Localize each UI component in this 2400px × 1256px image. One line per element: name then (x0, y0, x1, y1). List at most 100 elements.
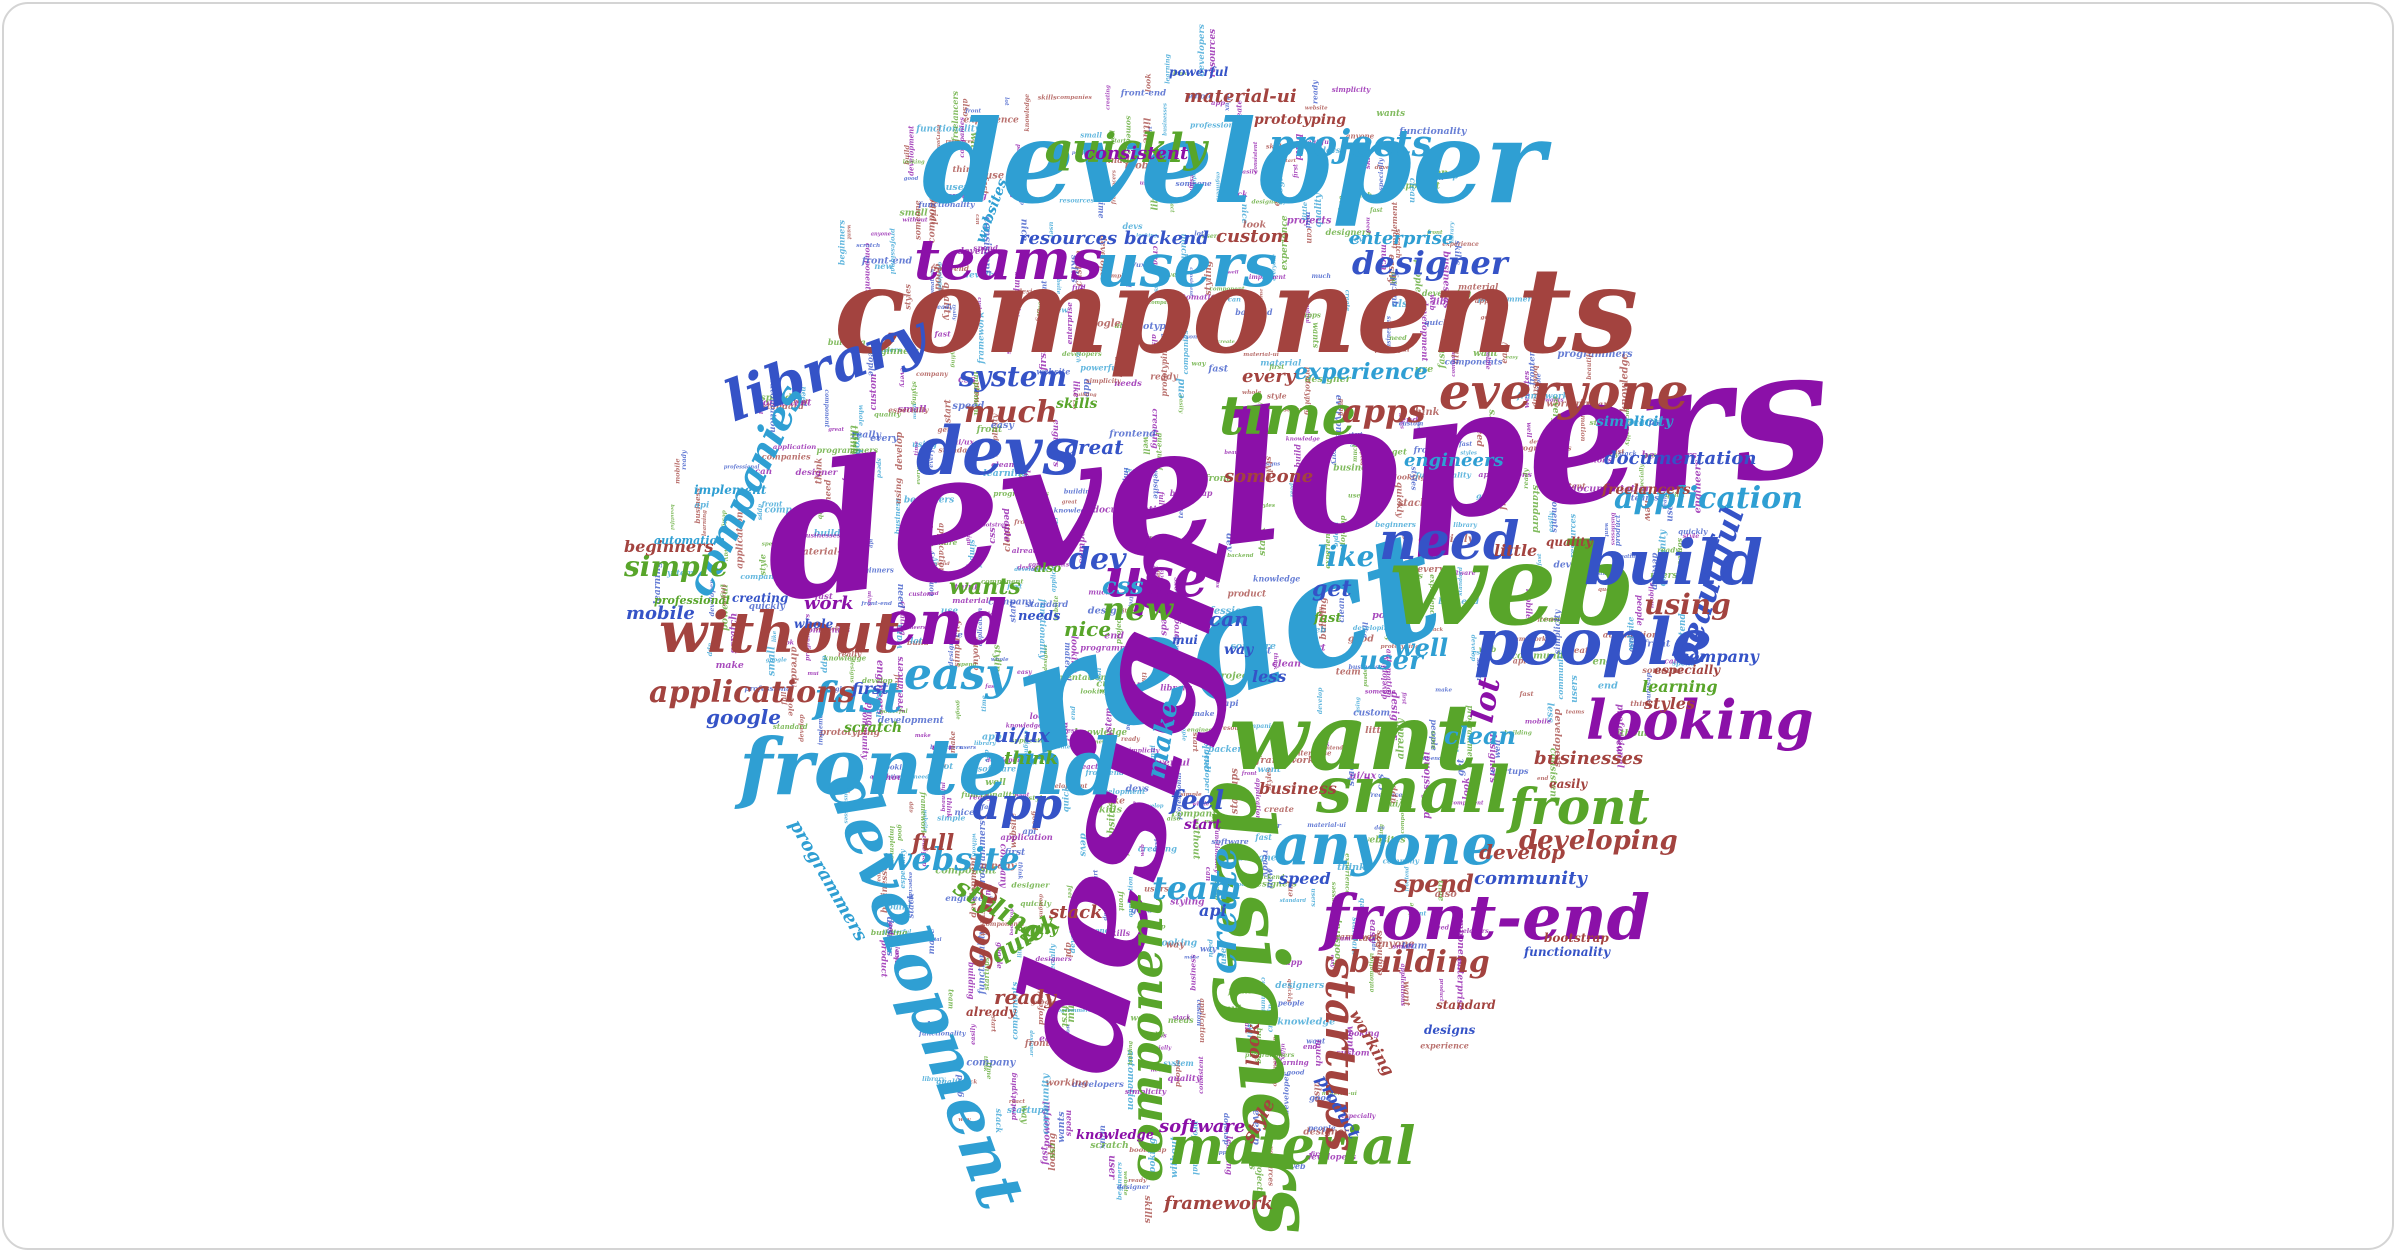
filler-word: ready (969, 792, 993, 801)
filler-word: design (965, 526, 971, 546)
filler-word: dev (983, 750, 991, 763)
filler-word: product (879, 940, 889, 978)
filler-word: knowledge (1024, 94, 1031, 132)
filler-word: design (1088, 606, 1124, 617)
filler-word: backend (1438, 597, 1479, 607)
filler-word: css (958, 374, 976, 385)
filler-word: businesses (801, 532, 841, 540)
filler-word: web (1140, 844, 1146, 856)
filler-word: fast (979, 175, 989, 195)
filler-word: new (756, 398, 765, 415)
filler-word: developing (1422, 288, 1472, 298)
filler-word: standard (1280, 898, 1307, 904)
filler-word: components (1028, 562, 1070, 569)
filler-word: designer (1117, 1183, 1150, 1191)
filler-word: develop (895, 431, 905, 470)
filler-word: build (1293, 444, 1303, 468)
filler-word: start (1191, 732, 1200, 752)
filler-word: front (1204, 473, 1232, 484)
filler-word: time (914, 441, 920, 456)
filler-word: devs (1126, 783, 1150, 794)
filler-word: company (1172, 808, 1219, 819)
filler-word: applications (1051, 548, 1058, 592)
word-really: really (1014, 922, 1059, 938)
filler-word: quickly (1020, 899, 1051, 908)
filler-word: material (1260, 359, 1302, 369)
filler-word: simplicity (991, 413, 1000, 456)
word-use: use (1104, 545, 1208, 609)
filler-word: quality (1314, 193, 1324, 228)
filler-word: need (1365, 217, 1372, 233)
filler-word: much (1313, 1040, 1323, 1067)
filler-word: library (1449, 221, 1455, 243)
filler-word: needs (1168, 1016, 1194, 1025)
filler-word: startups (1007, 1106, 1049, 1116)
filler-word: functionality (960, 790, 1017, 799)
filler-word: devs (1320, 145, 1340, 155)
filler-word: quality (936, 1077, 966, 1086)
filler-word: can (1038, 754, 1044, 764)
word-ui-ux: ui/ux (994, 723, 1051, 747)
filler-word: developing (1353, 624, 1394, 632)
filler-word: framework (919, 791, 928, 835)
word-styles: styles (1643, 694, 1695, 713)
filler-word: app (819, 656, 829, 673)
filler-word: looking (1068, 636, 1078, 673)
filler-word: designs (884, 917, 895, 956)
filler-word: skills (1094, 805, 1123, 816)
filler-word: need (895, 584, 906, 609)
filler-word: beginners (868, 347, 918, 357)
filler-word: mobile (1125, 161, 1163, 172)
filler-word: small (1392, 943, 1413, 951)
filler-word: easily (969, 1023, 977, 1045)
filler-word: front-end (1085, 768, 1125, 777)
filler-word: automation (1603, 631, 1658, 641)
filler-word: build (814, 528, 841, 539)
filler-word: ready (1121, 736, 1140, 743)
filler-word: websites (1522, 370, 1531, 408)
filler-word: beginners (904, 496, 954, 506)
filler-word: learning (702, 510, 708, 536)
filler-word: team (1539, 614, 1563, 624)
filler-word: developer (1240, 821, 1282, 830)
filler-word: wants (1376, 109, 1405, 119)
filler-word: people (1428, 719, 1438, 751)
filler-word: also (1150, 334, 1159, 352)
filler-word: functionality (1624, 403, 1630, 446)
filler-word: css (1376, 773, 1387, 790)
filler-word: react (1078, 762, 1099, 771)
filler-word: make (948, 731, 957, 754)
filler-word: consistent (1197, 1056, 1205, 1094)
filler-word: people (1278, 999, 1305, 1008)
filler-word: backend (1256, 874, 1285, 881)
word-custom: custom (1216, 226, 1290, 247)
filler-word: need (914, 775, 930, 781)
filler-word: standard (762, 402, 804, 412)
filler-word: framework (1331, 931, 1382, 941)
filler-word: business (1036, 504, 1045, 538)
filler-word: development (906, 125, 915, 176)
filler-word: software (923, 538, 958, 547)
filler-word: components (1550, 477, 1560, 533)
filler-word: well (1142, 437, 1152, 455)
filler-word: community (1556, 650, 1565, 699)
filler-word: develop (1126, 534, 1152, 541)
filler-word: implement (1122, 468, 1131, 514)
filler-word: less (1021, 470, 1031, 488)
filler-word: easily (1178, 395, 1184, 414)
filler-word: product (1613, 514, 1622, 546)
filler-word: spend (933, 561, 950, 567)
filler-word: clean (1336, 597, 1346, 622)
filler-word: think (1583, 575, 1599, 581)
filler-word: also (1115, 321, 1133, 330)
filler-word: user (946, 182, 970, 193)
filler-word: startups (982, 957, 991, 990)
filler-word: designer (1017, 564, 1048, 571)
filler-word: whole (857, 405, 865, 426)
filler-word: resources (946, 139, 974, 145)
filler-word: want (1345, 1026, 1356, 1052)
filler-word: people (1001, 508, 1012, 542)
filler-word: great (1563, 646, 1589, 656)
filler-word: learning (893, 947, 899, 973)
filler-word: developers (1014, 567, 1049, 573)
